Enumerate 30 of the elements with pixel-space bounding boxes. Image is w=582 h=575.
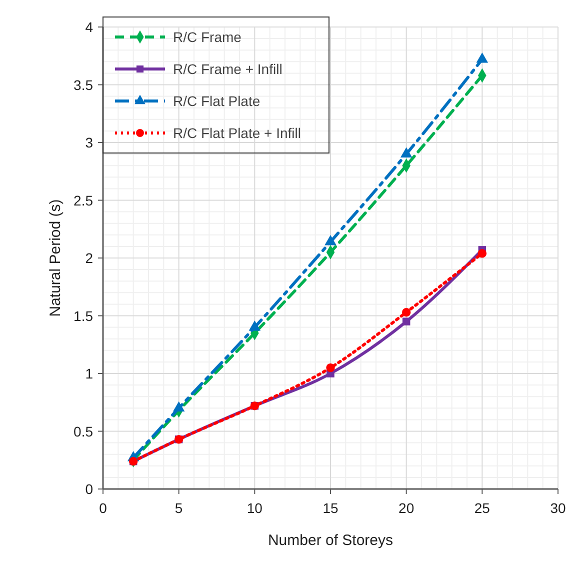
point [402, 308, 411, 317]
x-tick-label: 10 [246, 500, 263, 516]
x-axis-title: Number of Storeys [268, 532, 394, 549]
y-axis-title: Natural Period (s) [47, 199, 64, 317]
legend-label: R/C Frame [173, 29, 242, 45]
y-tick-label: 0 [85, 481, 94, 497]
y-tick-label: 2 [85, 250, 94, 266]
point [324, 235, 336, 246]
y-tick-label: 4 [85, 19, 94, 35]
legend-label: R/C Flat Plate [173, 93, 260, 109]
point [402, 318, 410, 326]
x-tick-label: 0 [99, 500, 108, 516]
point [478, 249, 487, 258]
y-tick-label: 0.5 [74, 423, 94, 440]
point [248, 320, 261, 331]
y-tick-label: 3.5 [74, 76, 94, 93]
x-tick-label: 25 [474, 500, 490, 516]
point [326, 363, 335, 372]
point [400, 147, 412, 158]
y-tick-label: 1 [85, 366, 94, 382]
legend-label: R/C Frame + Infill [173, 61, 282, 77]
y-tick-label: 2.5 [74, 192, 94, 208]
x-tick-label: 20 [398, 500, 414, 516]
x-tick-label: 15 [322, 500, 338, 516]
y-tick-label: 1.5 [74, 308, 94, 324]
point [476, 52, 488, 63]
legend-label: R/C Flat Plate + Infill [173, 125, 301, 141]
x-tick-label: 30 [550, 500, 566, 516]
y-tick-label: 3 [85, 134, 94, 150]
x-tick-label: 5 [174, 500, 183, 516]
